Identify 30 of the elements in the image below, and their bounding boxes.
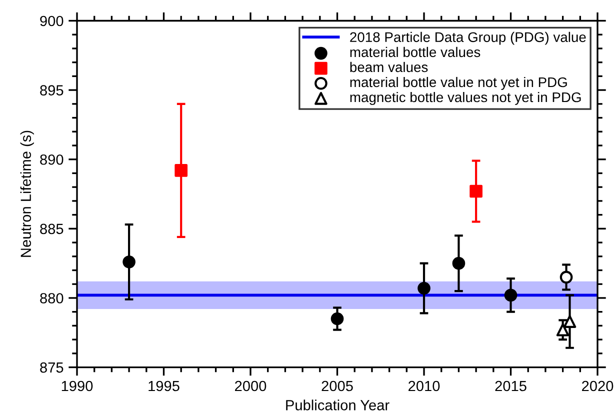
point [174,164,188,177]
point [563,315,576,328]
x-tick-label: 2005 [322,380,353,392]
x-tick-label: 2000 [235,380,266,392]
x-tick-label: 1990 [62,380,93,392]
legend-label: magnetic bottle values not yet in PDG [350,92,581,105]
x-axis-title: Publication Year [286,400,390,410]
y-tick-label: 885 [40,224,64,234]
legend-label: beam values [350,62,428,72]
legend-label: material bottle value not yet in PDG [350,76,567,90]
legend-label: material bottle values [350,46,480,58]
point [560,270,573,284]
point [330,312,344,326]
x-tick-label: 2010 [408,380,440,392]
y-tick-label: 895 [40,85,64,96]
point [452,256,466,270]
x-tick-label: 2015 [495,380,526,392]
point [122,256,136,268]
point [470,184,482,198]
point [418,282,430,295]
legend-label: 2018 Particle Data Group (PDG) value [350,32,586,45]
point [504,288,518,302]
y-tick-label: 880 [40,293,64,304]
y-tick-label: 890 [40,154,64,165]
y-tick-label: 875 [40,362,64,373]
y-tick-label: 900 [40,16,64,26]
x-tick-label: 1995 [148,380,180,392]
point [556,323,570,336]
y-axis-title: Neutron Lifetime (s) [20,130,34,257]
x-tick-label: 2020 [582,380,614,392]
